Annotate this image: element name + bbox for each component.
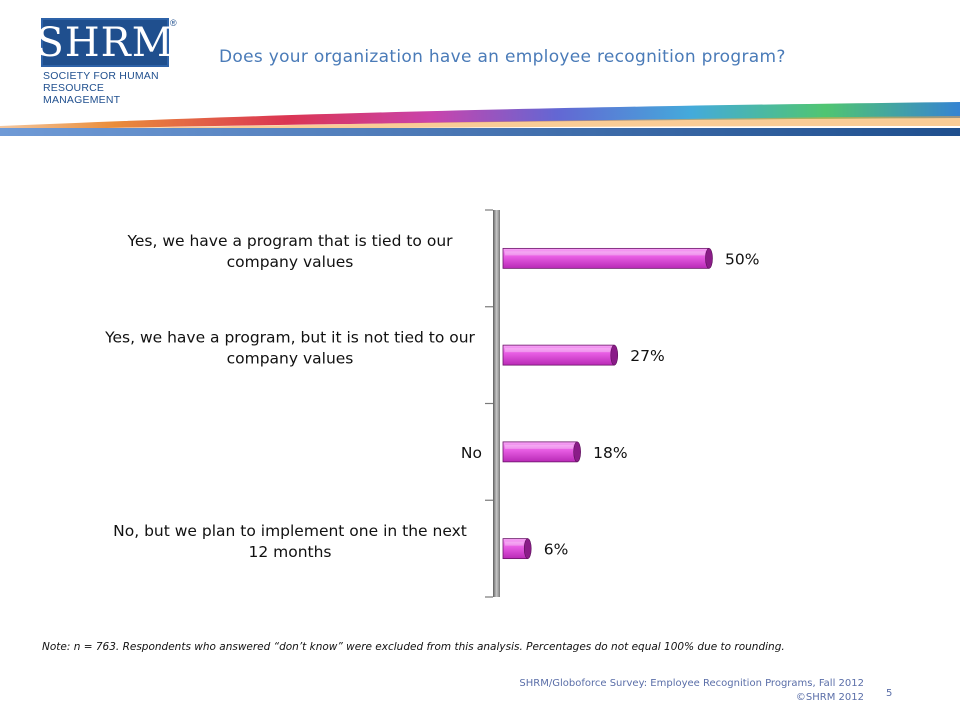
bar-highlight [505,444,574,449]
bar-end-cap [523,538,532,559]
bar-highlight [505,541,524,546]
category-label: No, but we plan to implement one in the … [113,522,467,561]
bar-end-cap [705,248,713,269]
value-label: 6% [544,541,569,559]
bar-highlight [505,348,611,353]
category-labels: Yes, we have a program that is tied to o… [104,232,482,561]
footnote: Note: n = 763. Respondents who answered … [42,641,785,653]
category-label-line: 12 months [248,543,331,561]
slide-title: Does your organization have an employee … [219,47,786,67]
category-label-line: company values [227,253,354,271]
category-label-line: Yes, we have a program that is tied to o… [126,232,453,250]
value-label: 18% [593,444,627,462]
logo-subtitle-line-1: Society for Human [43,70,159,82]
registered-mark: ® [170,18,177,28]
value-label: 50% [725,250,759,268]
category-label: Yes, we have a program that is tied to o… [126,232,453,271]
axis-line [493,210,500,597]
category-label-line: No [461,444,482,462]
source-line-1: SHRM/Globoforce Survey: Employee Recogni… [519,678,864,689]
bars: 50% 27% 18% 6% [502,247,759,560]
bar-end-cap [573,441,581,463]
shrm-logo: SHRM ® Society for Human Resource Manage… [36,18,181,106]
logo-subtitle-line-2: Resource Management [43,82,121,106]
source-line-2: ©SHRM 2012 [795,692,864,703]
bar-highlight [505,251,705,256]
logo-subtitle: Society for Human Resource Management [43,70,183,106]
category-label-line: No, but we plan to implement one in the … [113,522,467,540]
category-label: No [461,444,482,462]
bar-end-cap [610,344,619,366]
page-number: 5 [886,688,893,699]
header-banner [0,102,960,136]
category-label-line: company values [227,350,354,368]
logo-box: SHRM [36,18,173,67]
y-axis [485,209,500,598]
logo-word: SHRM [36,19,174,66]
bar-chart: 50% 27% 18% 6% Yes, we have a program that … [104,209,759,598]
value-label: 27% [630,347,664,365]
category-label-line: Yes, we have a program, but it is not ti… [104,329,475,347]
source-citation: SHRM/Globoforce Survey: Employee Recogni… [519,677,864,705]
category-label: Yes, we have a program, but it is not ti… [104,329,475,368]
